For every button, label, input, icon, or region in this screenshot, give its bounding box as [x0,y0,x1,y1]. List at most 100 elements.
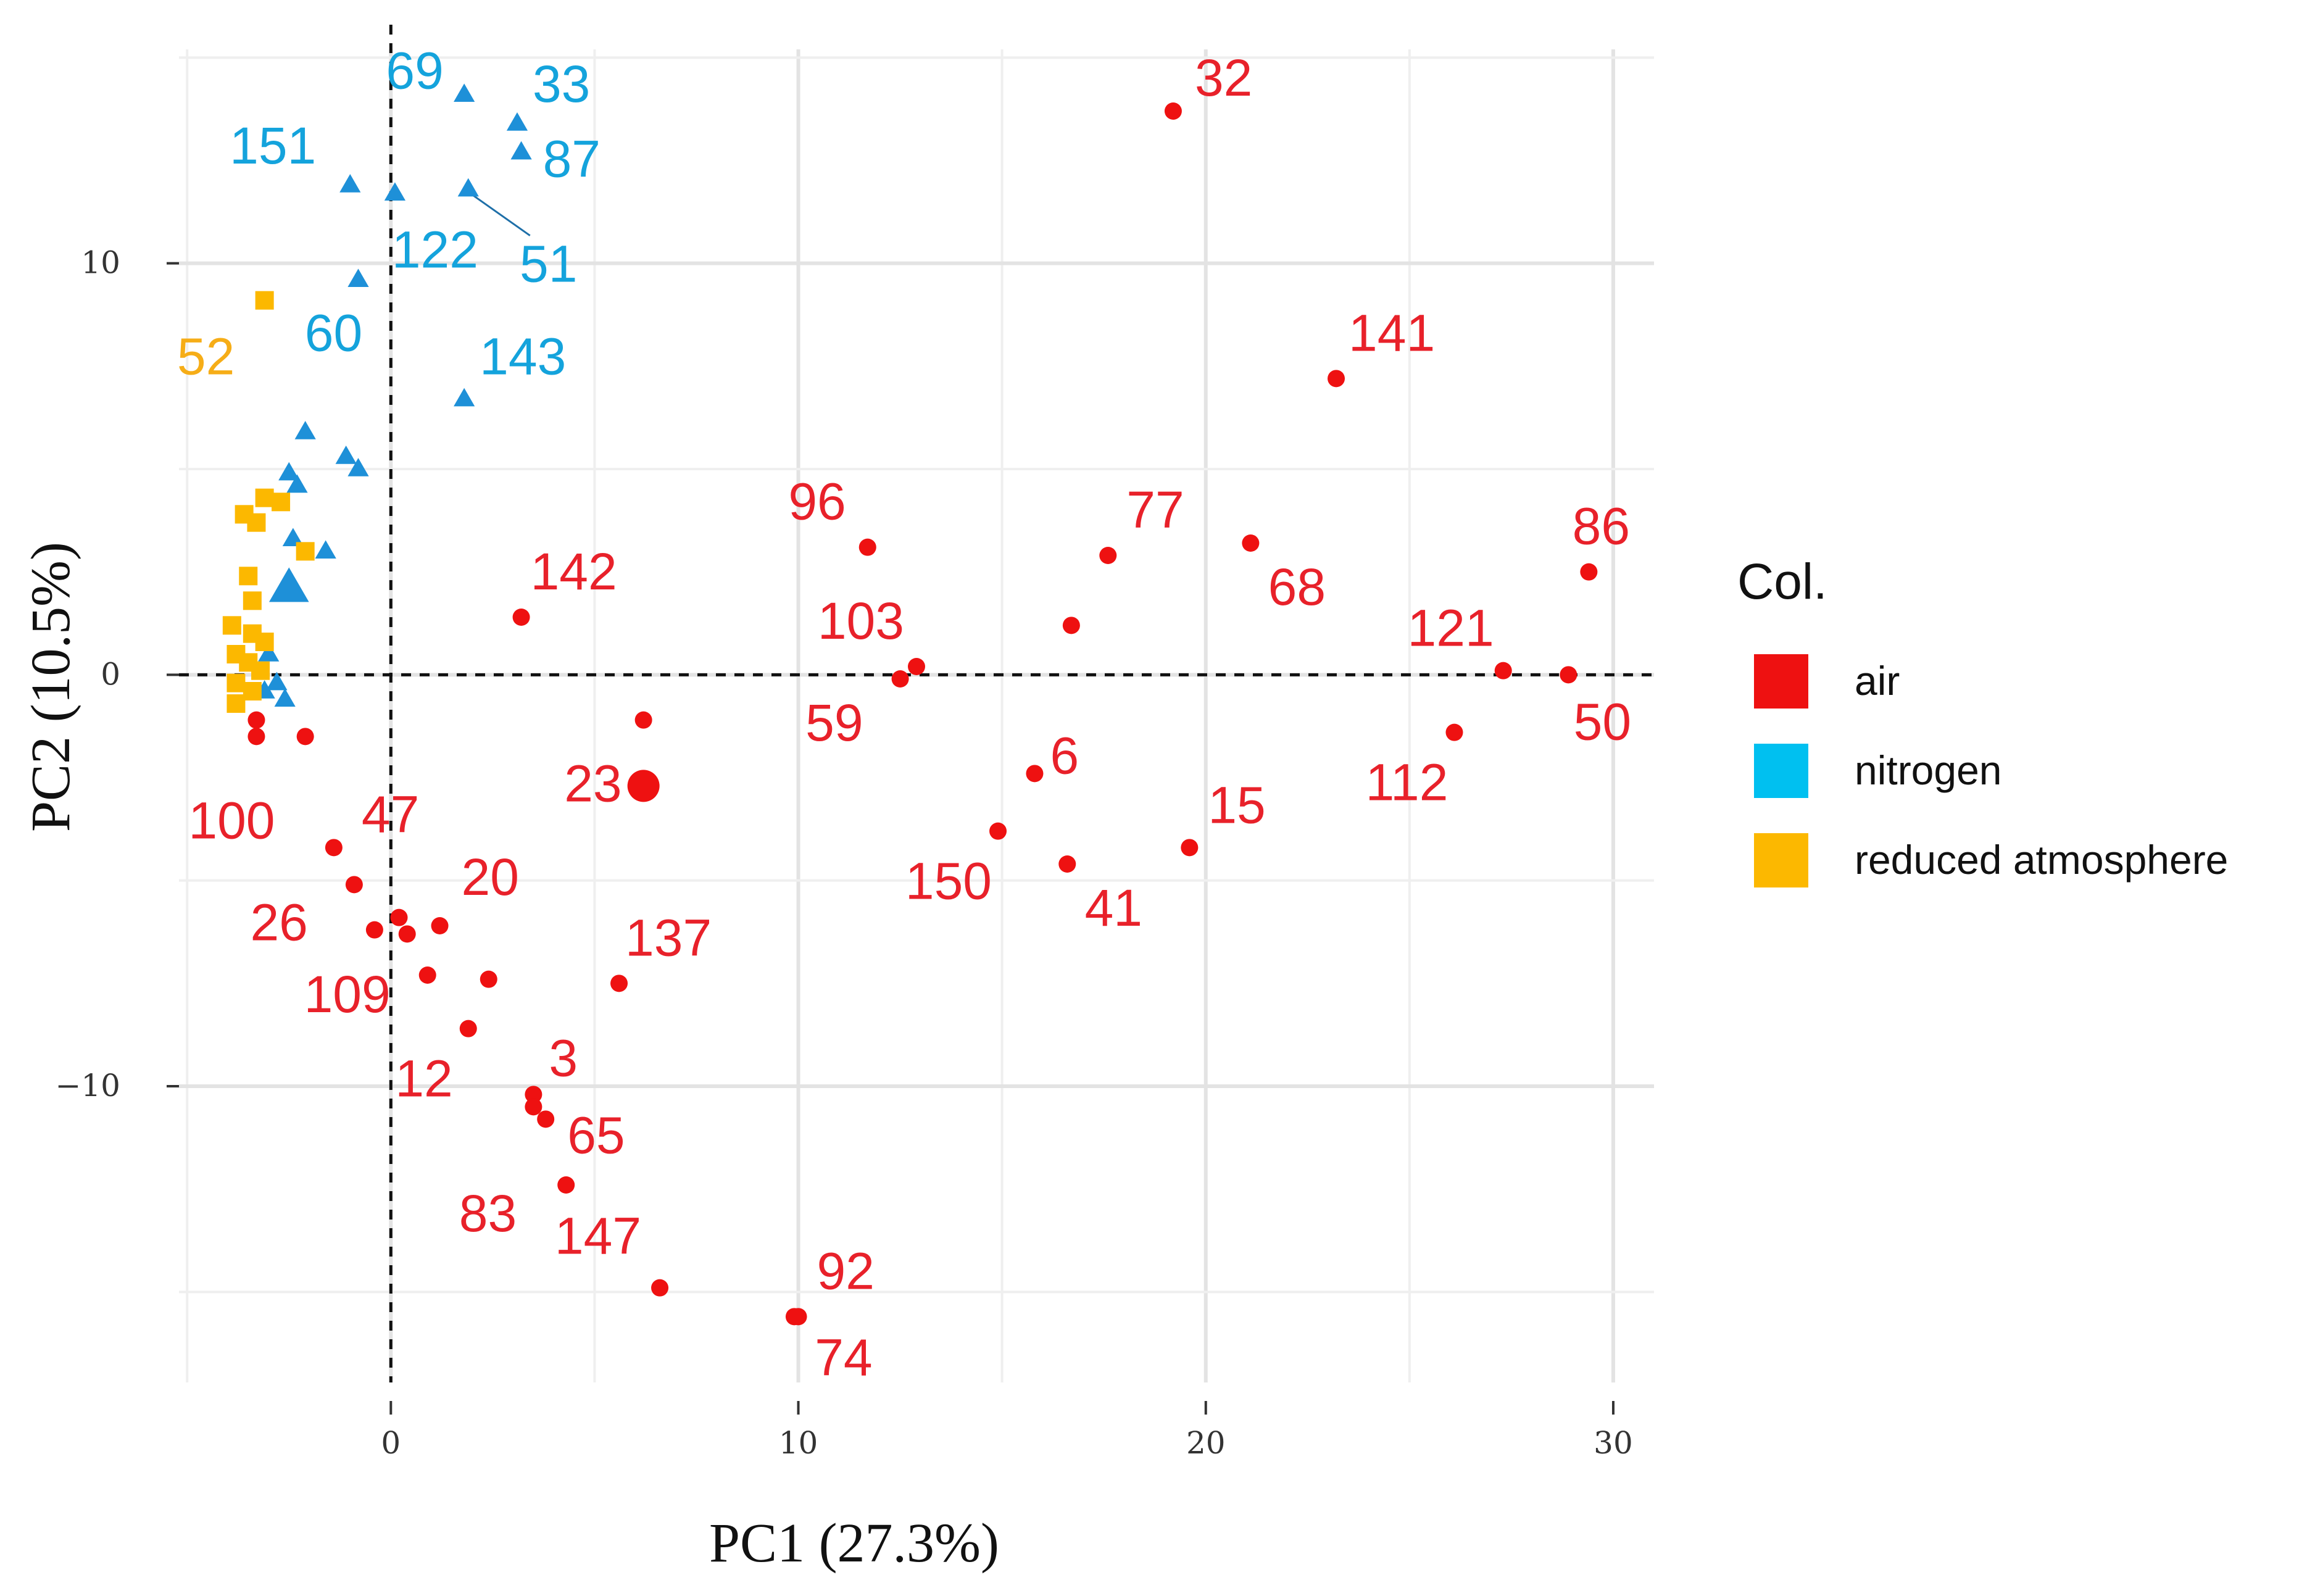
point-label: 141 [1349,304,1435,362]
point-label: 92 [817,1242,875,1300]
y-axis-title: PC2 (10.5%) [20,542,81,832]
nitrogen-point [339,174,361,193]
nitrogen-point [510,141,532,160]
x-tick-label: 30 [1594,1425,1633,1461]
point-label: 69 [386,41,443,99]
point-label: 96 [788,473,846,531]
air-point [1328,370,1345,388]
point-label: 47 [362,785,419,843]
legend-label: reduced atmosphere [1855,837,2228,883]
air-point [651,1279,669,1297]
air-point [1445,723,1463,741]
point-label: 87 [543,130,601,188]
air-point [480,970,497,988]
reduced-atmosphere-point [227,673,246,692]
nitrogen-point [294,421,316,439]
point-label: 12 [395,1050,452,1108]
air-point [512,609,530,626]
point-label: 122 [392,220,478,278]
nitrogen-point [286,474,308,493]
reduced-atmosphere-point [255,291,274,310]
point-label: 143 [480,328,566,386]
reduced-atmosphere-point [255,633,274,651]
point-label: 26 [250,893,307,951]
nitrogen-point [506,112,528,131]
nitrogen-point [268,567,309,602]
legend-swatch [1754,744,1808,798]
x-tick-label: 10 [779,1425,818,1461]
nitrogen-point [454,83,475,102]
air-point [325,839,343,857]
label-connector [472,194,531,236]
point-label: 150 [905,852,992,910]
air-point [557,1176,575,1194]
point-label: 52 [177,328,235,386]
air-point [345,876,363,894]
y-tick-label: −10 [55,1068,120,1103]
reduced-atmosphere-point [251,661,270,680]
air-point [908,658,925,675]
air-point [1181,839,1199,857]
air-point [247,728,265,746]
point-labels: 32 141 86 68 77 96 103 59 121 50 112 6 150 41 15 142 23 1… [177,41,1631,1386]
air-point [627,770,660,802]
air-point [418,966,436,984]
nitrogen-point [457,178,479,197]
air-point [398,925,416,943]
air-point [296,728,314,746]
point-label: 65 [567,1106,625,1164]
air-point [1560,666,1577,684]
nitrogen-point [454,388,475,407]
air-point [785,1308,803,1326]
nitrogen-point [347,268,369,288]
y-tick-label: 10 [81,245,120,281]
nitrogen-point [315,540,336,559]
point-label: 32 [1195,49,1252,107]
air-point [1494,662,1512,680]
nitrogen-point [278,462,300,481]
air-point [1099,547,1117,564]
point-label: 83 [459,1184,517,1242]
point-label: 33 [533,55,590,113]
x-tick-label: 20 [1186,1425,1226,1461]
point-label: 147 [555,1207,641,1265]
point-label: 137 [625,908,712,966]
point-label: 41 [1085,879,1142,937]
nitrogen-point [282,528,304,547]
point-label: 60 [305,304,362,362]
reduced-atmosphere-point [227,694,246,713]
reduced-atmosphere-point [239,567,258,586]
data-points [222,83,1598,1326]
reduced-atmosphere-point [296,542,315,561]
legend-label: nitrogen [1855,747,2002,793]
point-label: 20 [462,848,519,906]
axes: 0 10 20 30 −10 0 10 [55,245,1632,1461]
air-point [525,1098,542,1116]
x-axis-title: PC1 (27.3%) [709,1513,999,1574]
reduced-atmosphere-point [243,591,262,610]
point-label: 50 [1574,692,1631,750]
reduced-atmosphere-point [247,513,266,532]
label-connectors [472,194,531,236]
point-label: 15 [1208,776,1265,834]
air-point [525,1086,542,1103]
nitrogen-point [384,182,406,201]
legend: Col. air nitrogen reduced atmosphere [1737,554,2228,887]
nitrogen-point [258,643,280,662]
air-point [989,822,1007,840]
air-point [537,1110,555,1128]
point-label: 59 [805,694,863,752]
point-label: 151 [230,117,316,175]
nitrogen-point [274,688,296,707]
air-point [1242,534,1260,552]
air-point [431,917,449,934]
air-point [610,975,628,992]
reference-lines [179,25,1654,1382]
air-point [1058,855,1076,873]
point-label: 74 [815,1328,872,1386]
point-label: 77 [1126,481,1184,539]
point-label: 23 [564,754,621,812]
point-label: 112 [1366,754,1448,812]
air-point [858,538,876,556]
